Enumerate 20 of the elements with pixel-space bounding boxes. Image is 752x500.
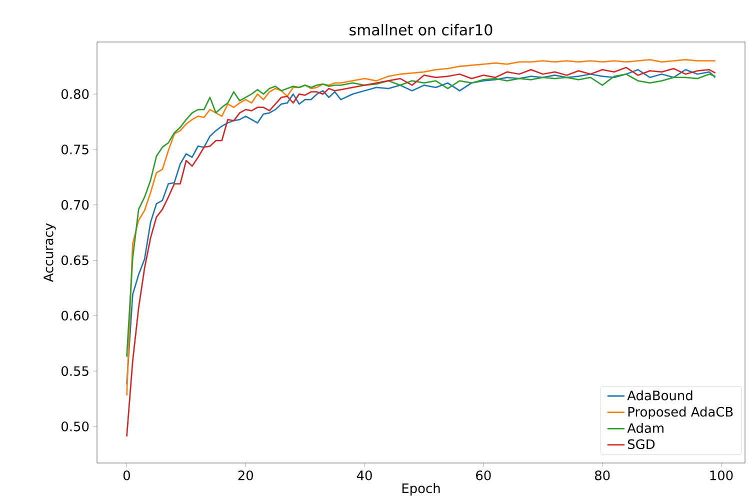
x-tick-label: 100 bbox=[710, 470, 733, 480]
y-tick-label: 0.60 bbox=[62, 310, 89, 321]
legend-label: Adam bbox=[627, 422, 664, 433]
y-tick-label: 0.50 bbox=[62, 422, 89, 432]
y-tick-label: 0.55 bbox=[62, 366, 88, 376]
y-tick-label: 0.70 bbox=[62, 200, 89, 210]
x-tick-label: 60 bbox=[476, 470, 491, 480]
x-tick-label: 20 bbox=[238, 470, 253, 480]
x-tick-label: 40 bbox=[356, 470, 372, 480]
legend-label: SGD bbox=[628, 439, 655, 450]
legend-label: AdaBound bbox=[627, 390, 692, 400]
x-tick-label: 80 bbox=[594, 470, 610, 480]
y-tick-label: 0.65 bbox=[62, 255, 88, 266]
y-tick-label: 0.75 bbox=[62, 144, 88, 154]
x-axis-title: Epoch bbox=[402, 483, 440, 496]
y-axis-title: Accuracy bbox=[44, 223, 56, 282]
legend-label: Proposed AdaCB bbox=[628, 406, 733, 420]
chart-title: smallnet on cifar10 bbox=[350, 24, 492, 36]
y-tick-label: 0.80 bbox=[62, 89, 89, 99]
x-tick-label: 0 bbox=[123, 470, 130, 480]
